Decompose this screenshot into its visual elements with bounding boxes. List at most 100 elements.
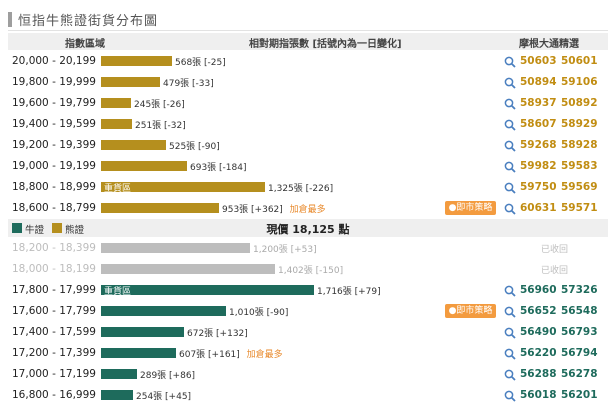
recalled-status: 已收回 — [541, 245, 569, 255]
search-icon[interactable] — [504, 137, 516, 156]
search-icon[interactable] — [504, 200, 516, 219]
range-label: 19,200 - 19,399 — [12, 139, 96, 151]
warrant-code[interactable]: 50603 — [520, 55, 557, 67]
warrant-code[interactable]: 56652 — [520, 305, 557, 317]
search-icon[interactable] — [504, 345, 516, 364]
warrant-code[interactable]: 50601 — [561, 55, 598, 67]
search-icon[interactable] — [504, 282, 516, 301]
quantity-label: 1,325張 [-226] — [268, 184, 334, 194]
instant-strategy-button[interactable]: ●即市策略 — [445, 201, 496, 215]
warrant-code[interactable]: 58937 — [520, 97, 557, 109]
search-icon[interactable] — [504, 74, 516, 93]
quantity-label: 1,402張 [-150] — [278, 266, 344, 276]
bear-row: 18,800 - 18,999 重貨區 1,325張 [-226] 59750 5956… — [8, 178, 608, 199]
bull-legend-swatch — [12, 223, 22, 233]
range-label: 17,800 - 17,999 — [12, 284, 96, 296]
quantity-label: 607張 [+161] — [179, 350, 240, 360]
warrant-code[interactable]: 56548 — [561, 305, 598, 317]
warrant-code[interactable]: 60631 — [520, 202, 557, 214]
quantity-label: 254張 [+45] — [136, 392, 192, 402]
warrant-code[interactable]: 56793 — [561, 326, 598, 338]
range-label: 16,800 - 16,999 — [12, 389, 96, 401]
search-icon[interactable] — [504, 116, 516, 135]
search-icon[interactable] — [504, 366, 516, 385]
bull-bar — [101, 369, 137, 379]
warrant-code[interactable]: 58929 — [561, 118, 598, 130]
range-label: 18,800 - 18,999 — [12, 181, 96, 193]
range-label: 17,400 - 17,599 — [12, 326, 96, 338]
most-added-label: 加倉最多 — [246, 350, 283, 360]
bear-row: 20,000 - 20,199 568張 [-25] 50603 50601 — [8, 52, 608, 73]
search-icon[interactable] — [504, 324, 516, 343]
range-label: 18,600 - 18,799 — [12, 202, 96, 214]
bull-bar — [101, 264, 275, 274]
bull-row: 17,000 - 17,199 289張 [+86] 56288 56278 — [8, 365, 608, 386]
bear-row: 19,800 - 19,999 479張 [-33] 50894 59106 — [8, 73, 608, 94]
quantity-label: 1,010張 [-90] — [229, 308, 289, 318]
table-header: 指數區域 相對期指張數 [括號內為一日變化] 摩根大通精選 — [8, 33, 608, 50]
search-icon[interactable] — [504, 158, 516, 177]
bull-bar — [101, 348, 176, 358]
range-label: 18,200 - 18,399 — [12, 242, 96, 254]
warrant-code[interactable]: 56278 — [561, 368, 598, 380]
warrant-code[interactable]: 59583 — [561, 160, 598, 172]
bull-bar — [101, 390, 133, 400]
bull-row: 17,800 - 17,999 重貨區 1,716張 [+79] 56960 57326 — [8, 281, 608, 302]
range-label: 18,000 - 18,199 — [12, 263, 96, 275]
bull-legend-label: 牛證 — [25, 225, 45, 236]
warrant-code[interactable]: 56220 — [520, 347, 557, 359]
warrant-code[interactable]: 50894 — [520, 76, 557, 88]
header-selection: 摩根大通精選 — [519, 39, 579, 50]
bear-bar — [101, 140, 166, 150]
bear-legend-label: 熊證 — [65, 225, 85, 236]
warrant-code[interactable]: 56201 — [561, 389, 598, 401]
search-icon[interactable] — [504, 179, 516, 198]
range-label: 19,800 - 19,999 — [12, 76, 96, 88]
distribution-chart: 20,000 - 20,199 568張 [-25] 50603 50601 19,80… — [8, 0, 608, 407]
warrant-code[interactable]: 58928 — [561, 139, 598, 151]
range-label: 17,200 - 17,399 — [12, 347, 96, 359]
warrant-code[interactable]: 50892 — [561, 97, 598, 109]
price-legend-row: 牛證 熊證 現價 18,125 點 — [8, 219, 608, 237]
search-icon[interactable] — [504, 303, 516, 322]
warrant-code[interactable]: 57326 — [561, 284, 598, 296]
warrant-code[interactable]: 59982 — [520, 160, 557, 172]
quantity-label: 693張 [-184] — [190, 163, 247, 173]
page-title: 恒指牛熊證街貨分布圖 — [18, 14, 159, 29]
quantity-label: 245張 [-26] — [134, 100, 185, 110]
warrant-code[interactable]: 56018 — [520, 389, 557, 401]
bull-bar — [101, 285, 314, 295]
warrant-code[interactable]: 59106 — [561, 76, 598, 88]
warrant-code[interactable]: 56288 — [520, 368, 557, 380]
search-icon[interactable] — [504, 95, 516, 114]
bull-row: 16,800 - 16,999 254張 [+45] 56018 56201 — [8, 386, 608, 407]
bull-bar — [101, 327, 184, 337]
bull-row: 18,000 - 18,199 1,402張 [-150] 已收回 — [8, 260, 608, 281]
warrant-code[interactable]: 56960 — [520, 284, 557, 296]
warrant-code[interactable]: 59750 — [520, 181, 557, 193]
range-label: 19,400 - 19,599 — [12, 118, 96, 130]
search-icon[interactable] — [504, 387, 516, 406]
quantity-label: 1,200張 [+53] — [253, 245, 317, 255]
warrant-code[interactable]: 56490 — [520, 326, 557, 338]
bear-bar — [101, 161, 187, 171]
current-price: 現價 18,125 點 — [266, 223, 350, 236]
header-range: 指數區域 — [65, 39, 105, 50]
bear-row: 19,200 - 19,399 525張 [-90] 59268 58928 — [8, 136, 608, 157]
quantity-label: 953張 [+362] — [222, 205, 283, 215]
instant-strategy-button[interactable]: ●即市策略 — [445, 304, 496, 318]
quantity-label: 251張 [-32] — [135, 121, 186, 131]
bull-row: 18,200 - 18,399 1,200張 [+53] 已收回 — [8, 239, 608, 260]
warrant-code[interactable]: 59569 — [561, 181, 598, 193]
search-icon[interactable] — [504, 53, 516, 72]
warrant-code[interactable]: 58607 — [520, 118, 557, 130]
bear-row: 19,600 - 19,799 245張 [-26] 58937 50892 — [8, 94, 608, 115]
warrant-code[interactable]: 59571 — [561, 202, 598, 214]
quantity-label: 479張 [-33] — [163, 79, 214, 89]
bull-row: 17,200 - 17,399 607張 [+161] 加倉最多 56220 56794 — [8, 344, 608, 365]
quantity-label: 525張 [-90] — [169, 142, 220, 152]
title-accent-mark — [8, 12, 12, 27]
warrant-code[interactable]: 56794 — [561, 347, 598, 359]
warrant-code[interactable]: 59268 — [520, 139, 557, 151]
bull-row: 17,600 - 17,799 1,010張 [-90] ●即市策略 56652 565… — [8, 302, 608, 323]
